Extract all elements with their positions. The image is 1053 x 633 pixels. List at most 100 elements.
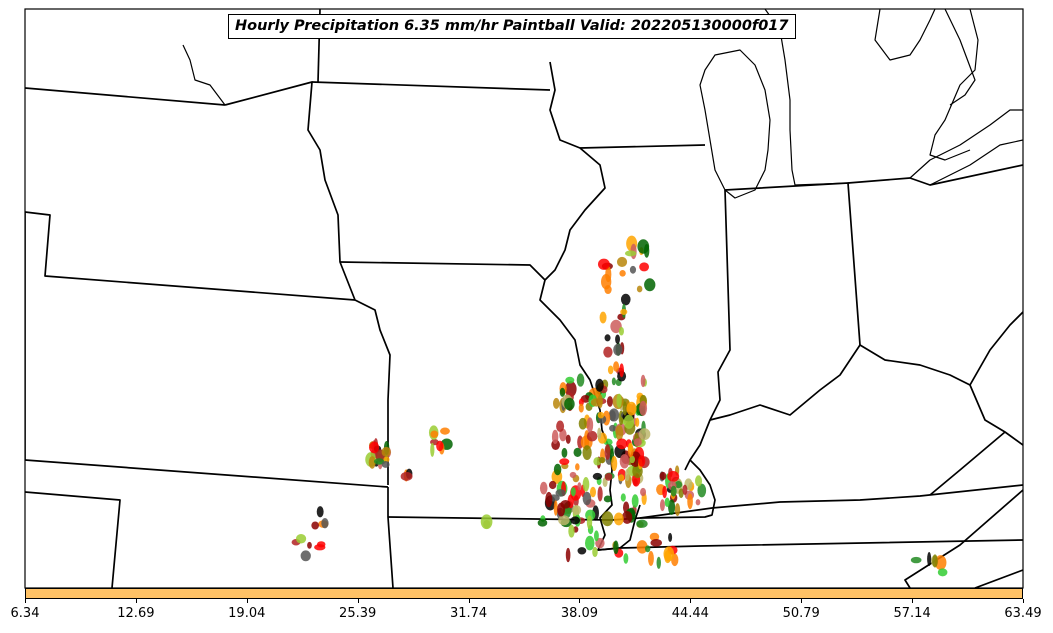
precip-blob <box>643 243 650 258</box>
colorbar-tick-label: 44.44 <box>671 606 709 621</box>
precip-blob <box>667 470 680 482</box>
precip-blob <box>537 519 548 527</box>
precip-blob <box>648 550 654 566</box>
precip-blob <box>430 442 435 457</box>
precip-blob <box>373 458 385 465</box>
border-il-in <box>684 189 731 471</box>
precip-blob <box>934 555 947 571</box>
precip-blob <box>649 532 660 541</box>
precip-blob <box>568 524 575 538</box>
precip-blob <box>622 401 628 416</box>
paintball-overlay <box>291 235 948 577</box>
precip-blob <box>609 410 616 422</box>
precip-blob <box>623 553 629 564</box>
border-ok-panhandle <box>25 491 121 588</box>
precip-blob <box>664 497 670 507</box>
precip-blob <box>659 499 665 512</box>
precip-blob <box>575 463 580 471</box>
precip-blob <box>932 554 938 568</box>
precip-blob <box>604 472 613 481</box>
precip-blob <box>616 393 622 408</box>
precip-blob <box>603 346 613 358</box>
precip-blob <box>597 486 603 502</box>
precip-blob <box>585 535 595 551</box>
precip-blob <box>316 506 324 518</box>
precip-blob <box>578 417 587 430</box>
precip-blob <box>582 491 592 506</box>
precip-blob <box>644 545 651 553</box>
colorbar-tick-label: 38.09 <box>560 606 599 621</box>
precip-blob <box>636 519 648 528</box>
colorbar-tick-mark <box>690 599 692 603</box>
precip-blob <box>295 534 307 544</box>
map-title: Hourly Precipitation 6.35 mm/hr Paintbal… <box>228 14 796 39</box>
colorbar-tick-label: 25.39 <box>339 606 377 621</box>
precip-blob <box>629 265 637 274</box>
precip-blob <box>611 377 616 386</box>
precip-blob <box>553 397 560 409</box>
lake-michigan <box>699 49 771 199</box>
colorbar-tick-mark <box>579 599 581 603</box>
precip-blob <box>640 374 646 388</box>
precip-blob <box>561 447 568 458</box>
precip-blob <box>605 266 612 283</box>
precip-blob <box>589 486 597 498</box>
border-tn-south <box>597 539 1023 551</box>
border-ia-mo <box>339 261 546 281</box>
precip-blob <box>695 499 701 506</box>
colorbar-tick-label: 63.49 <box>1004 606 1042 621</box>
precip-blob <box>644 278 656 292</box>
precip-blob <box>629 455 636 464</box>
precip-blob <box>300 550 311 562</box>
colorbar-tick-mark <box>468 599 470 603</box>
precip-blob <box>615 334 621 344</box>
precip-blob <box>619 363 624 378</box>
precip-blob <box>480 514 493 530</box>
precip-blob <box>576 373 585 387</box>
precip-blob <box>613 361 620 372</box>
precip-blob <box>639 400 648 416</box>
colorbar-tick-mark <box>135 599 137 603</box>
precip-blob <box>430 430 439 438</box>
precip-blob <box>624 468 630 482</box>
colorbar-tick-mark <box>246 599 248 603</box>
precip-blob <box>624 250 637 257</box>
border-ks-ok <box>25 459 389 488</box>
precip-blob <box>620 293 631 306</box>
precip-blob <box>697 483 707 498</box>
precip-blob <box>619 454 630 469</box>
precip-blob <box>606 396 614 407</box>
precip-blob <box>586 417 594 433</box>
precip-blob <box>553 500 558 516</box>
colorbar-tick-mark <box>801 599 803 603</box>
precip-blob <box>599 311 607 324</box>
precip-blob <box>321 518 329 529</box>
precip-blob <box>656 556 661 569</box>
colorbar-tick-label: 57.14 <box>893 606 931 621</box>
precip-blob <box>592 546 598 558</box>
border-ne-sd-ia <box>25 211 356 301</box>
colorbar-tick-label: 12.69 <box>117 606 155 621</box>
precip-blob <box>570 487 576 497</box>
precip-blob <box>640 487 647 497</box>
precip-blob <box>551 429 559 444</box>
precip-blob <box>659 471 667 481</box>
precip-blob <box>539 481 548 495</box>
precip-blob <box>383 456 390 463</box>
precip-blob <box>604 334 611 342</box>
colorbar-tick-mark <box>25 599 26 603</box>
precip-blob <box>668 499 676 515</box>
precip-blob <box>674 503 681 517</box>
precip-blob <box>597 394 603 409</box>
precip-blob <box>548 480 557 490</box>
precip-blob <box>565 376 575 384</box>
precip-blob <box>682 484 688 495</box>
precip-blob <box>381 446 391 457</box>
precip-blob <box>623 414 635 429</box>
precip-blob <box>611 455 618 472</box>
precip-blob <box>604 285 612 295</box>
precip-blob <box>613 343 623 356</box>
precip-blob <box>636 540 648 554</box>
border-il-wi <box>579 144 706 149</box>
